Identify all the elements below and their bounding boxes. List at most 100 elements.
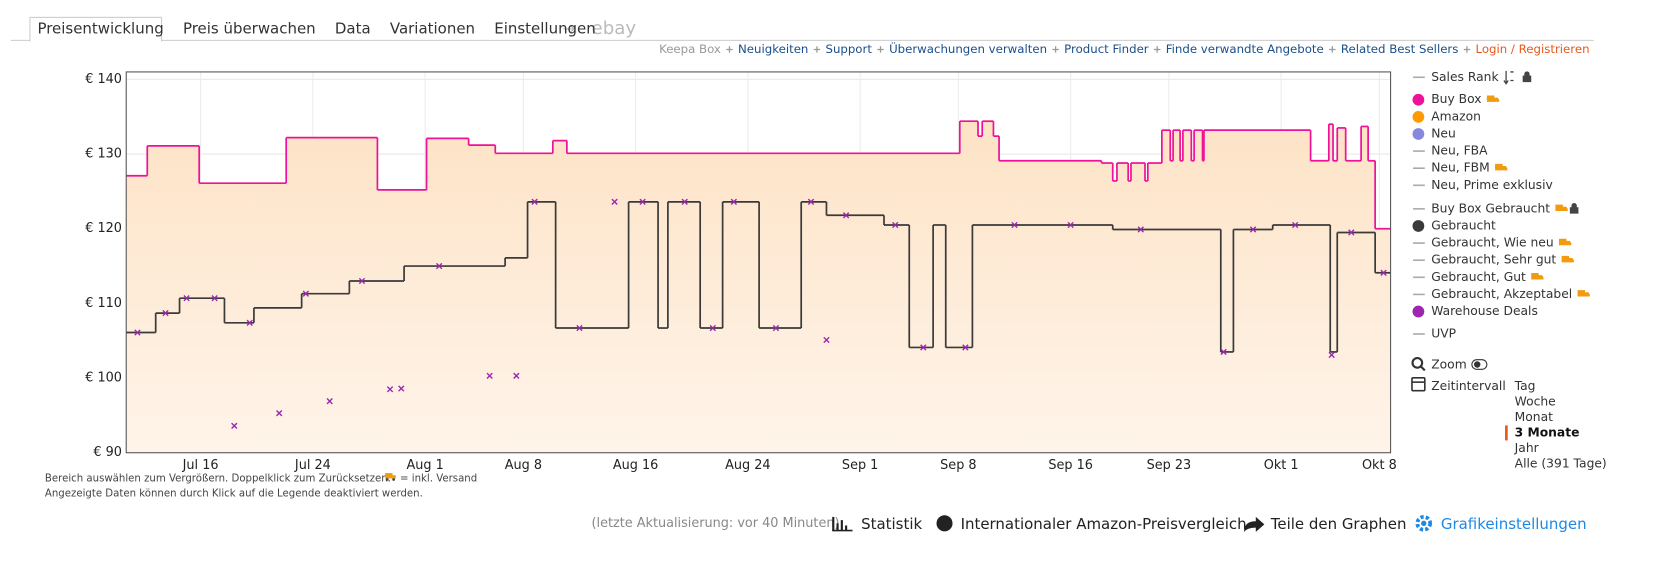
- action[interactable]: Statistik: [861, 515, 922, 533]
- y-tick-label: € 100: [85, 371, 122, 386]
- update-info: (letzte Aktualisierung: vor 40 Minuten): [592, 516, 840, 531]
- tabs: Preisentwicklung Preis überwachen Data Vari…: [37, 20, 595, 38]
- nav-link[interactable]: Product Finder: [1064, 42, 1149, 56]
- nav-link[interactable]: Related Best Sellers: [1341, 42, 1459, 56]
- tab[interactable]: Variationen: [390, 20, 475, 38]
- nav-link[interactable]: Überwachungen verwalten: [889, 40, 1047, 56]
- deal-marker: [302, 290, 310, 297]
- nav-link[interactable]: Keepa Box: [659, 42, 721, 56]
- legend-dot: [1412, 93, 1425, 106]
- interval-option[interactable]: Monat: [1515, 410, 1553, 424]
- legend-label[interactable]: Neu, Prime exklusiv: [1431, 178, 1553, 192]
- legend-dot: [1412, 128, 1425, 140]
- legend-label[interactable]: Gebraucht: [1431, 218, 1496, 232]
- legend-label[interactable]: Buy Box Gebraucht: [1431, 201, 1550, 215]
- tab[interactable]: Preisentwicklung: [37, 20, 163, 38]
- legend-label[interactable]: Neu, FBM: [1431, 161, 1490, 175]
- legend-label[interactable]: Gebraucht, Wie neu: [1431, 236, 1553, 250]
- deal-marker: [576, 324, 583, 332]
- y-tick-label: € 140: [85, 72, 122, 87]
- hint: = inkl. Versand: [400, 473, 477, 484]
- interval-option[interactable]: Jahr: [1514, 441, 1540, 455]
- lock-icon: [1522, 71, 1532, 83]
- deal-marker: [326, 398, 333, 405]
- x-tick-label: Okt 1: [1264, 458, 1299, 473]
- zoom-toggle[interactable]: [1471, 359, 1488, 370]
- deal-marker: [962, 344, 969, 351]
- x-tick-label: Aug 8: [505, 458, 542, 473]
- deal-marker: [681, 198, 688, 206]
- link-bar: Login / Registrieren Related Best Sellers…: [659, 40, 1589, 56]
- legend-label[interactable]: Gebraucht, Sehr gut: [1431, 253, 1556, 267]
- interval-option[interactable]: Woche: [1515, 394, 1556, 408]
- legend-label[interactable]: Sales Rank: [1431, 70, 1499, 84]
- action[interactable]: Teile den Graphen: [1270, 515, 1407, 533]
- deal-marker: [1328, 351, 1335, 359]
- settings-icon: [1421, 520, 1427, 527]
- separator: [813, 46, 821, 53]
- x-tick-label: Aug 1: [406, 458, 443, 473]
- tab[interactable]: Preis überwachen: [183, 20, 316, 38]
- tab-ebay[interactable]: ebay: [592, 18, 637, 39]
- deal-marker: [1291, 221, 1299, 229]
- x-tick-label: Sep 1: [842, 458, 878, 473]
- legend: Sales Rank Buy Box Amazon Neu Neu, FBA Neu, F…: [1412, 70, 1590, 340]
- nav-link[interactable]: Support: [825, 42, 872, 56]
- truck-icon: [1555, 204, 1568, 211]
- share-icon: [1244, 516, 1265, 532]
- zoom-label[interactable]: Zoom: [1431, 358, 1466, 372]
- legend-dot: [1412, 110, 1425, 123]
- legend-label[interactable]: Amazon: [1431, 109, 1481, 123]
- deal-marker: [1249, 226, 1257, 233]
- interval-option[interactable]: Tag: [1514, 379, 1536, 393]
- hint: Bereich auswählen zum Vergrößern. Doppel…: [45, 473, 391, 484]
- tab[interactable]: Data: [335, 20, 371, 38]
- deal-marker: [1220, 348, 1227, 356]
- interval-option[interactable]: Alle (391 Tage): [1515, 456, 1607, 470]
- nav-link[interactable]: Finde verwandte Angebote: [1166, 42, 1324, 56]
- deal-marker: [513, 372, 520, 379]
- action[interactable]: Grafikeinstellungen: [1441, 515, 1587, 533]
- truck-icon: [1577, 290, 1590, 297]
- deal-marker: [639, 198, 646, 206]
- globe-icon: [936, 515, 953, 532]
- deal-marker: [892, 221, 899, 229]
- x-tick-label: Jul 16: [182, 458, 219, 473]
- deal-marker: [730, 198, 738, 206]
- deal-marker: [920, 344, 927, 351]
- legend-label[interactable]: Neu: [1431, 126, 1456, 140]
- separator: [1052, 46, 1059, 53]
- separator: [1329, 46, 1336, 53]
- truck-icon: [1495, 163, 1508, 171]
- deal-marker: [398, 385, 405, 392]
- tab[interactable]: Einstellungen: [494, 20, 595, 38]
- stats-icon: [832, 516, 853, 532]
- deal-marker: [358, 277, 366, 285]
- action[interactable]: Internationaler Amazon-Preisvergleich: [961, 515, 1247, 533]
- legend-label[interactable]: Neu, FBA: [1431, 144, 1488, 158]
- tab-arrow: →: [563, 20, 576, 38]
- interval-option[interactable]: 3 Monate: [1515, 425, 1580, 439]
- deal-marker: [611, 198, 618, 206]
- x-tick-label: Okt 8: [1362, 458, 1397, 473]
- deal-marker: [134, 329, 141, 336]
- deal-marker: [386, 386, 394, 393]
- deal-marker: [823, 336, 830, 344]
- deal-marker: [709, 324, 716, 332]
- legend-label[interactable]: Gebraucht, Gut: [1431, 270, 1526, 284]
- nav-link[interactable]: Neuigkeiten: [738, 42, 808, 56]
- legend-label[interactable]: Warehouse Deals: [1431, 304, 1538, 318]
- truck-icon: [1531, 273, 1544, 280]
- separator: [1463, 46, 1471, 53]
- deal-marker: [231, 422, 238, 430]
- legend-label[interactable]: UVP: [1431, 326, 1456, 340]
- lock-icon: [1569, 202, 1579, 214]
- truck-icon: [1561, 255, 1574, 263]
- y-tick-label: € 110: [85, 296, 122, 311]
- legend-label[interactable]: Gebraucht, Akzeptabel: [1431, 287, 1572, 301]
- nav-link[interactable]: Login / Registrieren: [1476, 42, 1590, 56]
- legend-label[interactable]: Buy Box: [1431, 92, 1481, 106]
- deal-marker: [162, 309, 169, 317]
